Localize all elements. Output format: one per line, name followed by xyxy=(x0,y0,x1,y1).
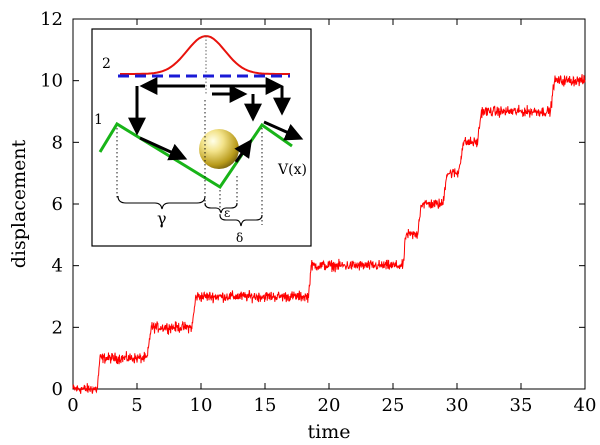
inset-potential-curve xyxy=(98,121,293,190)
x-tick-label: 10 xyxy=(190,395,213,416)
y-tick-label: 8 xyxy=(52,132,63,153)
inset-label-epsilon: ε xyxy=(224,206,230,220)
x-tick-label: 20 xyxy=(318,395,341,416)
inset-diagram: 2 1 V(x) xyxy=(91,28,312,247)
y-tick-label: 12 xyxy=(40,9,63,30)
x-tick-label: 5 xyxy=(131,395,142,416)
inset-label-state-1: 1 xyxy=(94,112,103,128)
inset-label-state-2: 2 xyxy=(102,56,111,72)
inset-arrow-ball-up xyxy=(234,139,253,163)
x-axis-label: time xyxy=(308,421,351,443)
displacement-trace xyxy=(72,74,586,394)
inset-label-potential: V(x) xyxy=(277,162,307,178)
inset-brace-gamma xyxy=(117,195,206,210)
x-axis-ticks: 0 5 10 15 20 25 30 35 40 xyxy=(67,19,596,416)
inset-label-delta: δ xyxy=(236,231,243,245)
inset-particle-ball xyxy=(199,129,239,169)
inset-gaussian-curve xyxy=(120,35,290,75)
y-tick-label: 10 xyxy=(40,71,63,92)
x-tick-label: 25 xyxy=(382,395,405,416)
inset-frame xyxy=(91,28,312,247)
inset-brace-epsilon xyxy=(204,202,238,214)
y-tick-label: 0 xyxy=(52,379,63,400)
inset-braces xyxy=(117,195,263,227)
y-tick-label: 6 xyxy=(52,194,63,215)
inset-transition-arrows xyxy=(128,77,304,163)
y-tick-label: 4 xyxy=(52,256,63,277)
plot-series-group xyxy=(72,74,586,394)
y-axis-label: displacement xyxy=(8,139,30,268)
y-tick-label: 2 xyxy=(52,317,63,338)
x-tick-label: 40 xyxy=(574,395,597,416)
inset-arrow-exit-right xyxy=(263,120,304,141)
inset-label-gamma: γ xyxy=(157,209,167,228)
x-tick-label: 35 xyxy=(510,395,533,416)
inset-arrow-fall-to-ball xyxy=(139,136,188,161)
x-tick-label: 30 xyxy=(446,395,469,416)
inset-brace-delta xyxy=(219,214,263,227)
inset-guide-lines xyxy=(116,100,263,225)
x-tick-label: 15 xyxy=(254,395,277,416)
x-tick-label: 0 xyxy=(67,395,78,416)
